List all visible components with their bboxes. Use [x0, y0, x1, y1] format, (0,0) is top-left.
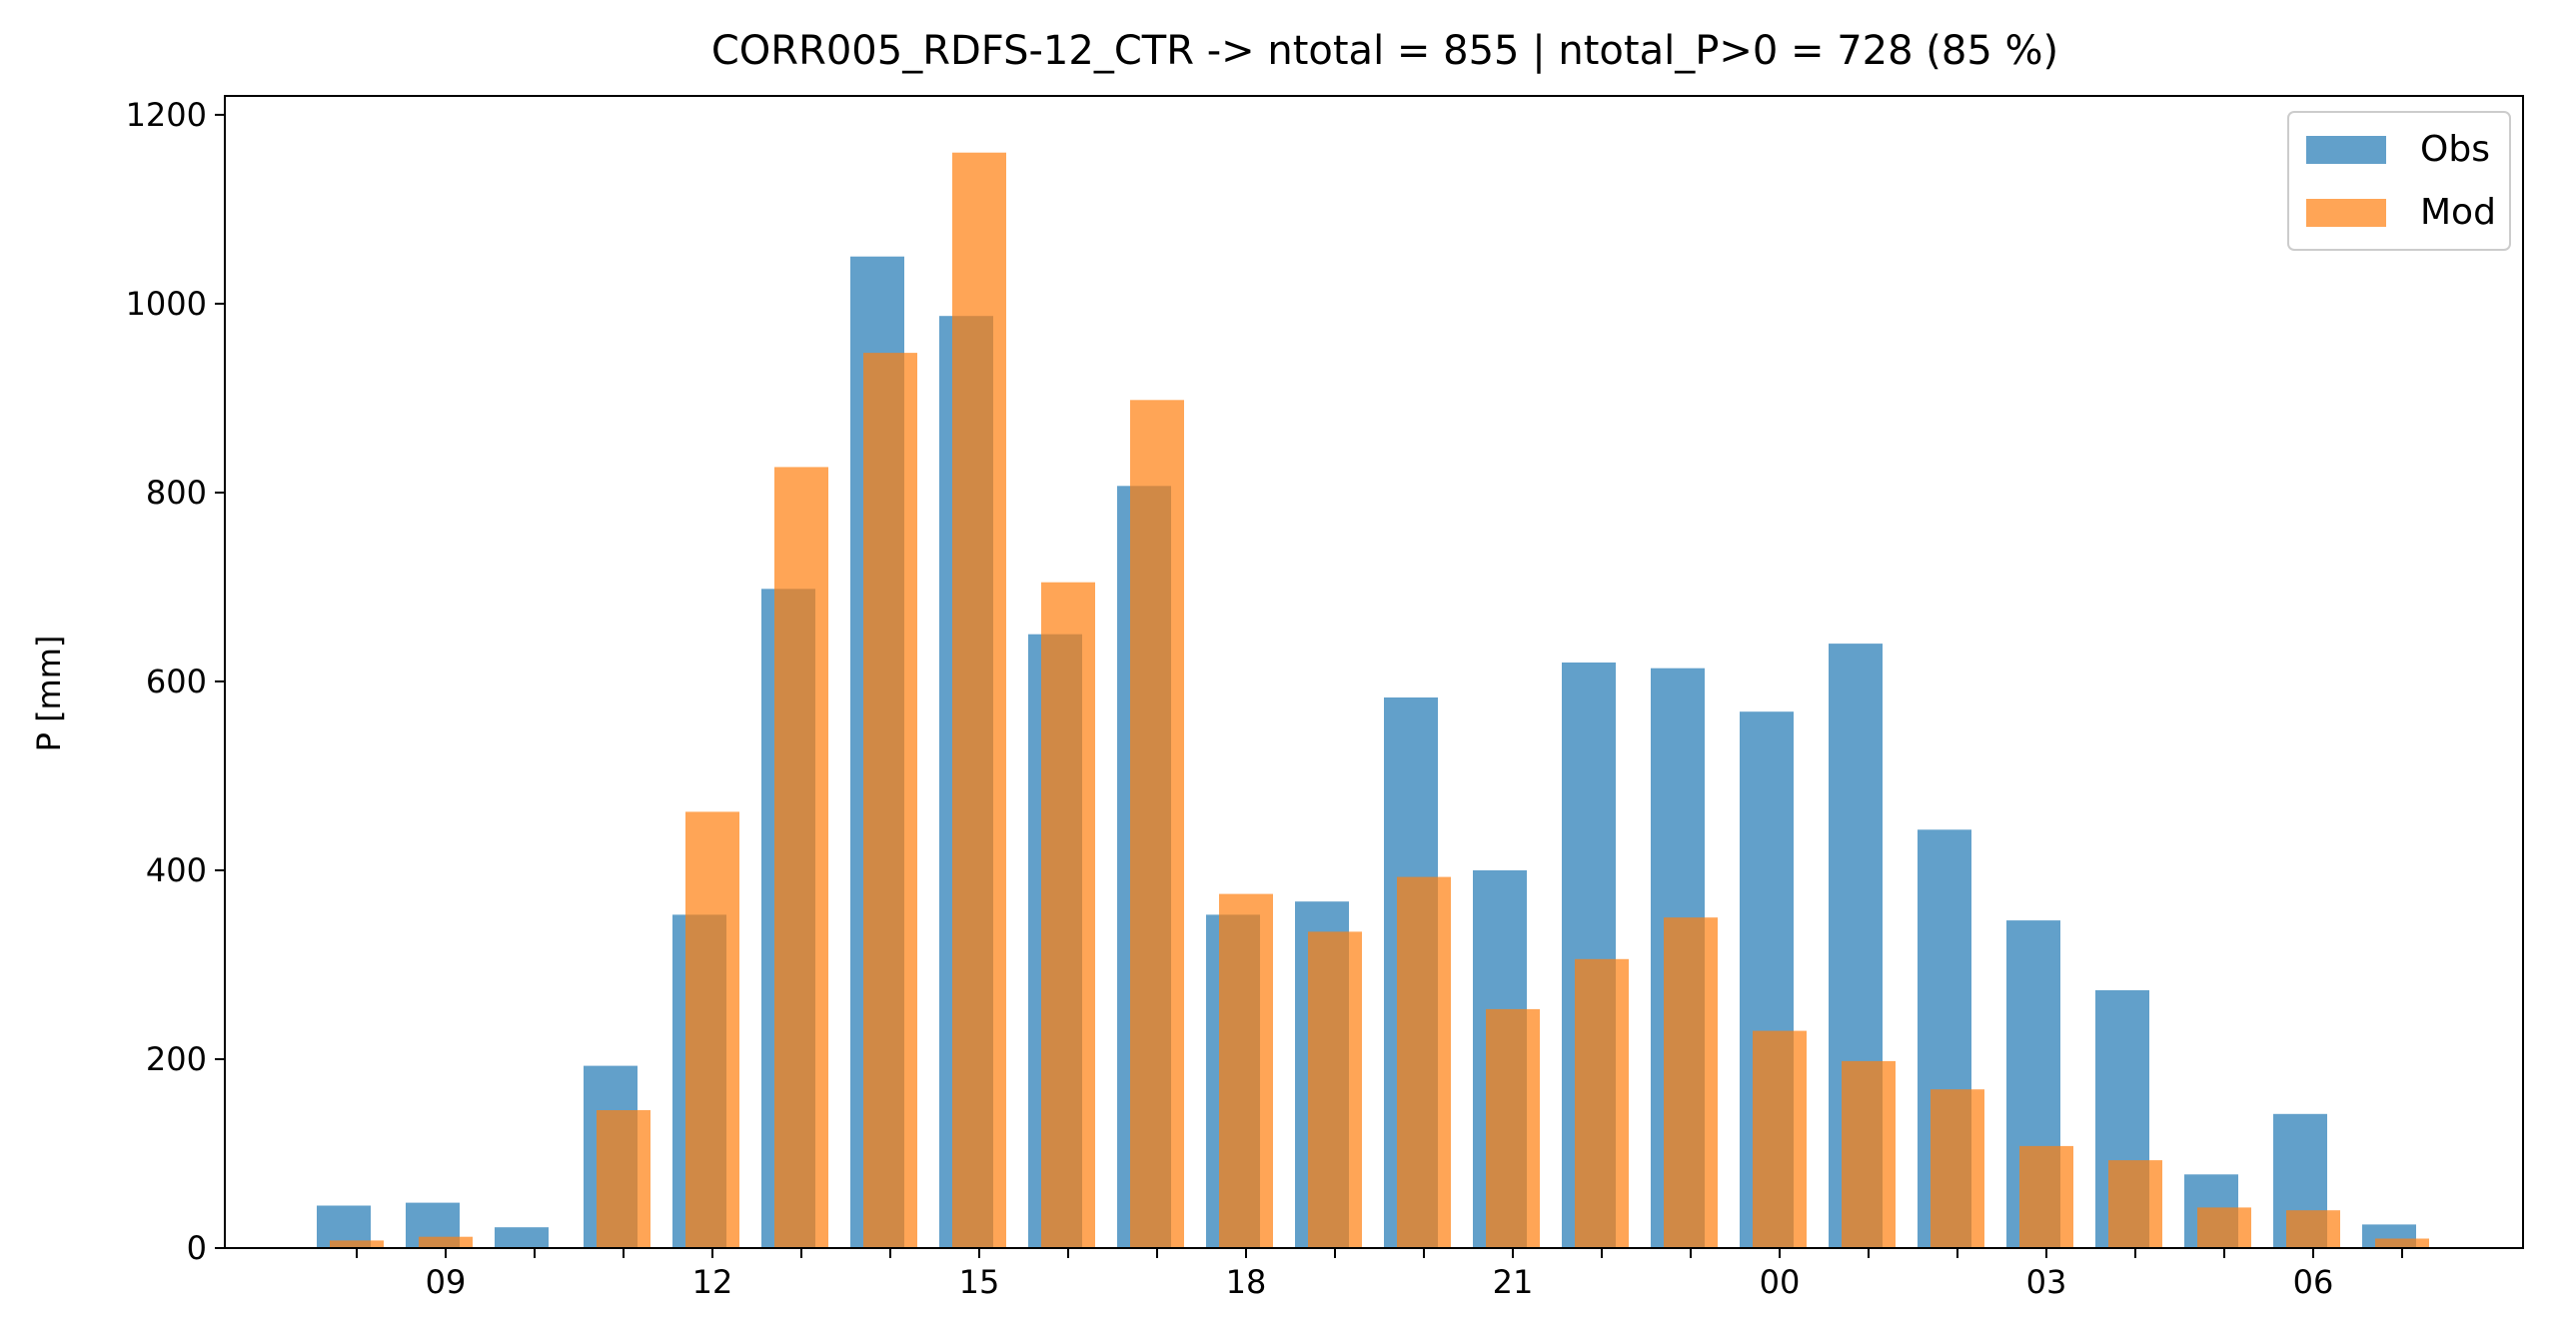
x-axis: 09 12 15 18 21 00 03 06: [356, 1248, 2403, 1301]
x-tick-label-21: 21: [1493, 1263, 1534, 1301]
x-tick-label-09: 09: [426, 1263, 467, 1301]
bar-obs-2: [495, 1227, 549, 1248]
bar-mod-7: [952, 152, 1006, 1249]
legend-swatch-mod: [2306, 199, 2386, 227]
bar-mod-8: [1041, 582, 1095, 1248]
y-tick-label-600: 600: [146, 663, 207, 700]
legend: Obs Mod: [2287, 111, 2511, 251]
y-tick-label-1200: 1200: [126, 96, 207, 134]
y-tick-label-800: 800: [146, 474, 207, 512]
x-tick-label-15: 15: [959, 1263, 1000, 1301]
legend-label-mod: Mod: [2420, 192, 2496, 233]
bar-mod-22: [2286, 1210, 2340, 1248]
bar-mod-0: [330, 1240, 384, 1248]
bar-mod-4: [685, 811, 739, 1248]
bar-mod-13: [1486, 1008, 1540, 1248]
y-tick-label-1000: 1000: [126, 285, 207, 323]
bar-mod-17: [1842, 1060, 1896, 1248]
bar-mod-3: [597, 1110, 650, 1248]
y-axis-label: P [mm]: [30, 636, 68, 752]
bar-mod-5: [774, 467, 828, 1248]
x-tick-label-00: 00: [1760, 1263, 1801, 1301]
y-tick-label-0: 0: [187, 1229, 207, 1267]
bar-mod-11: [1308, 931, 1362, 1248]
chart-title: CORR005_RDFS-12_CTR -> ntotal = 855 | nt…: [711, 28, 2058, 74]
y-axis: 0 200 400 600 800 1000 1200: [126, 96, 225, 1267]
bar-mod-19: [2019, 1145, 2073, 1248]
legend-swatch-obs: [2306, 136, 2386, 164]
y-tick-label-400: 400: [146, 851, 207, 889]
x-tick-label-03: 03: [2026, 1263, 2067, 1301]
bar-mod-10: [1219, 893, 1273, 1248]
bar-mod-20: [2108, 1160, 2162, 1248]
legend-label-obs: Obs: [2420, 129, 2490, 170]
plot-frame: [224, 95, 2524, 1249]
bar-mod-16: [1753, 1030, 1807, 1248]
bar-mod-6: [863, 353, 917, 1249]
bar-mod-9: [1130, 400, 1184, 1248]
bar-mod-18: [1931, 1089, 1984, 1248]
bar-mod-15: [1664, 917, 1718, 1248]
x-tick-label-12: 12: [692, 1263, 733, 1301]
bar-mod-12: [1397, 876, 1451, 1248]
y-tick-label-200: 200: [146, 1040, 207, 1078]
x-tick-label-18: 18: [1226, 1263, 1267, 1301]
bar-mod-23: [2375, 1238, 2429, 1248]
bar-mod-14: [1575, 958, 1629, 1248]
x-tick-label-06: 06: [2293, 1263, 2334, 1301]
bar-mod-21: [2197, 1207, 2251, 1248]
bars-group: [317, 152, 2429, 1249]
bar-mod-1: [419, 1236, 473, 1248]
